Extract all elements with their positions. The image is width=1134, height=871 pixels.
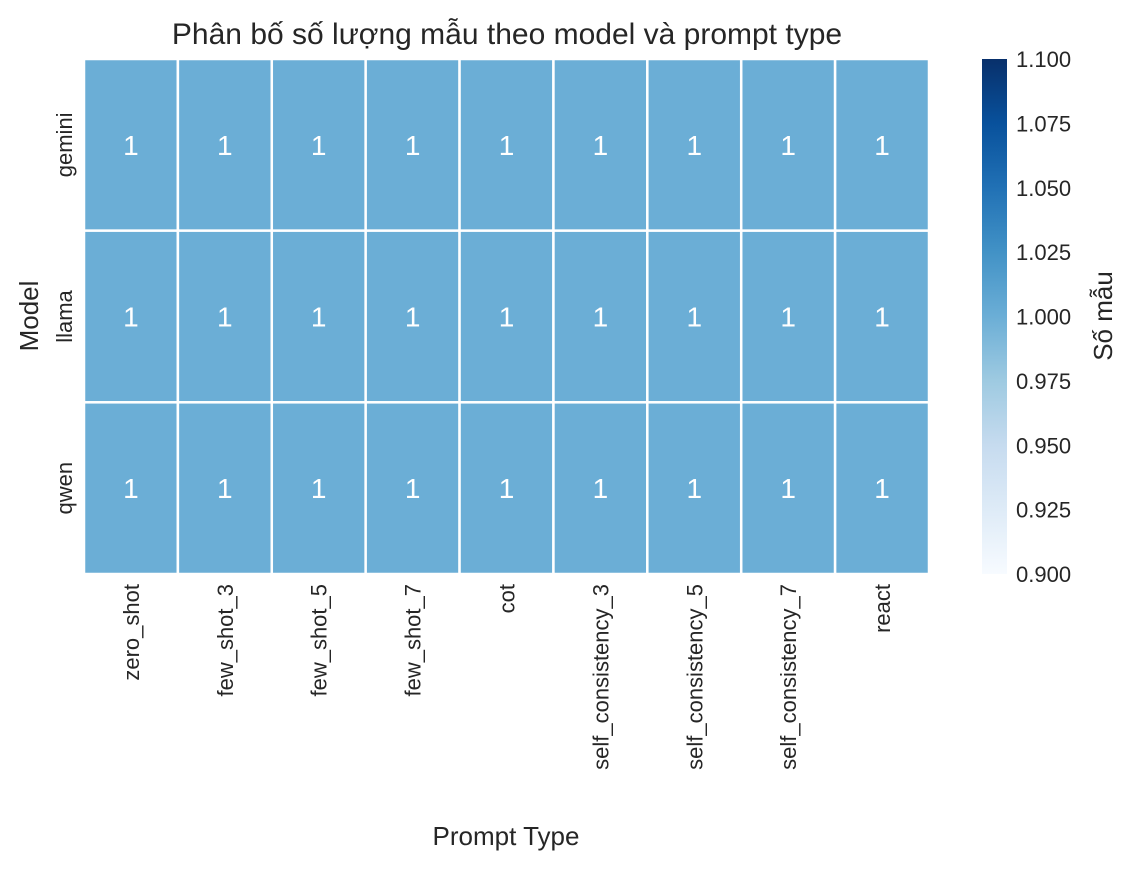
heatmap-cell bbox=[82, 57, 180, 232]
heatmap-cell bbox=[646, 229, 743, 404]
heatmap-cell-value: 1 bbox=[217, 302, 233, 333]
heatmap-cell-value: 1 bbox=[780, 302, 796, 333]
heatmap-cell bbox=[270, 401, 367, 576]
heatmap-cell-value: 1 bbox=[311, 130, 327, 161]
heatmap-cell bbox=[364, 401, 461, 576]
colorbar-tick-label: 1.050 bbox=[1016, 176, 1071, 201]
heatmap-cell bbox=[458, 229, 555, 404]
heatmap-cell-value: 1 bbox=[686, 302, 702, 333]
x-tick-labels: zero_shot few_shot_3 few_shot_5 few_shot_7 c… bbox=[119, 584, 895, 770]
heatmap-cell-value: 1 bbox=[780, 473, 796, 504]
heatmap-cell-value: 1 bbox=[311, 302, 327, 333]
colorbar-tick-label: 0.900 bbox=[1016, 562, 1071, 587]
x-tick-label: self_consistency_7 bbox=[776, 584, 801, 770]
heatmap-cell-value: 1 bbox=[123, 130, 139, 161]
heatmap-cell bbox=[176, 57, 274, 232]
heatmap-cell bbox=[646, 401, 743, 576]
y-tick-label: gemini bbox=[52, 112, 77, 177]
x-tick-label: zero_shot bbox=[119, 584, 144, 681]
heatmap-cell-value: 1 bbox=[874, 473, 890, 504]
heatmap-cell bbox=[458, 401, 555, 576]
heatmap-cell-value: 1 bbox=[593, 473, 609, 504]
x-tick-label: few_shot_5 bbox=[307, 584, 332, 697]
chart-title: Phân bố số lượng mẫu theo model và promp… bbox=[172, 18, 842, 51]
colorbar-tick-label: 1.075 bbox=[1016, 111, 1071, 136]
x-tick-label: few_shot_7 bbox=[401, 584, 426, 697]
heatmap-cell-value: 1 bbox=[593, 302, 609, 333]
heatmap-cell-value: 1 bbox=[780, 130, 796, 161]
heatmap-cell-value: 1 bbox=[217, 130, 233, 161]
y-tick-labels: gemini llama qwen bbox=[52, 112, 77, 514]
heatmap-cell bbox=[552, 57, 649, 232]
heatmap-cell-value: 1 bbox=[123, 302, 139, 333]
heatmap-cell-value: 1 bbox=[686, 130, 702, 161]
x-tick-label: cot bbox=[495, 584, 520, 613]
heatmap-cell-value: 1 bbox=[499, 473, 515, 504]
heatmap-cell-value: 1 bbox=[311, 473, 327, 504]
heatmap-cells: 1 1 1 1 1 1 1 1 1 1 1 1 1 1 1 1 1 1 1 1 1 1 1 1 1 1 1 bbox=[82, 57, 931, 576]
heatmap-cell-value: 1 bbox=[499, 130, 515, 161]
colorbar-tick-label: 0.950 bbox=[1016, 433, 1071, 458]
heatmap-cell bbox=[82, 401, 180, 576]
y-axis-label: Model bbox=[14, 281, 44, 352]
y-tick-label: llama bbox=[52, 289, 77, 342]
heatmap-cell-value: 1 bbox=[686, 473, 702, 504]
heatmap-cell-value: 1 bbox=[499, 302, 515, 333]
colorbar-tick-label: 1.000 bbox=[1016, 305, 1071, 330]
heatmap-cell bbox=[270, 229, 367, 404]
heatmap-cell-value: 1 bbox=[405, 130, 421, 161]
heatmap-cell bbox=[82, 229, 180, 404]
heatmap-cell-value: 1 bbox=[874, 302, 890, 333]
colorbar-tick-label: 0.975 bbox=[1016, 369, 1071, 394]
heatmap-cell bbox=[833, 229, 931, 404]
x-tick-label: few_shot_3 bbox=[213, 584, 238, 697]
colorbar-tick-labels: 0.900 0.925 0.950 0.975 1.000 1.025 1.050 1.075… bbox=[1016, 47, 1071, 587]
colorbar-tick-label: 0.925 bbox=[1016, 498, 1071, 523]
colorbar-tick-label: 1.025 bbox=[1016, 240, 1071, 265]
colorbar bbox=[982, 59, 1007, 574]
heatmap-cell bbox=[739, 57, 837, 232]
x-tick-label: self_consistency_5 bbox=[682, 584, 707, 770]
heatmap-cell bbox=[270, 57, 367, 232]
heatmap-cell-value: 1 bbox=[593, 130, 609, 161]
heatmap-cell bbox=[833, 401, 931, 576]
heatmap-cell bbox=[176, 401, 274, 576]
x-tick-label: react bbox=[870, 584, 895, 633]
y-tick-label: qwen bbox=[52, 462, 77, 515]
x-axis-label: Prompt Type bbox=[433, 821, 580, 851]
heatmap-cell bbox=[739, 229, 837, 404]
heatmap-cell-value: 1 bbox=[405, 302, 421, 333]
heatmap-cell-value: 1 bbox=[405, 473, 421, 504]
heatmap-cell-value: 1 bbox=[874, 130, 890, 161]
x-tick-label: self_consistency_3 bbox=[588, 584, 613, 770]
colorbar-tick-label: 1.100 bbox=[1016, 47, 1071, 72]
colorbar-label: Số mẫu bbox=[1088, 271, 1118, 361]
heatmap-cell-value: 1 bbox=[217, 473, 233, 504]
heatmap-cell-value: 1 bbox=[123, 473, 139, 504]
